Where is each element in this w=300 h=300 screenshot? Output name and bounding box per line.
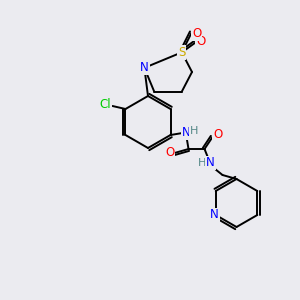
Text: Cl: Cl (100, 98, 111, 112)
Text: O: O (165, 146, 174, 160)
Text: N: N (140, 61, 149, 74)
Text: N: N (182, 127, 191, 140)
Text: O: O (213, 128, 222, 142)
Text: S: S (178, 46, 185, 59)
Text: H: H (190, 126, 199, 136)
Text: O: O (196, 35, 206, 48)
Text: H: H (198, 158, 207, 168)
Text: N: N (210, 208, 219, 221)
Text: N: N (206, 157, 215, 169)
Text: O: O (192, 27, 201, 40)
